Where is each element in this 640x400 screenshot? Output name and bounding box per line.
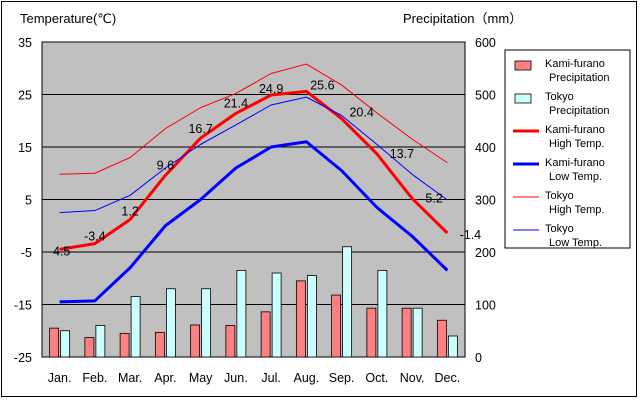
kami-furano-precipitation-bar bbox=[366, 307, 377, 358]
tokyo-precipitation-bar bbox=[165, 288, 176, 358]
kami-furano-precipitation-bar bbox=[260, 311, 271, 358]
tokyo-precipitation-bar bbox=[130, 296, 141, 358]
left-tick-label: -25 bbox=[14, 351, 32, 365]
kami-furano-precipitation-bar bbox=[190, 324, 201, 358]
tokyo-precipitation-bar bbox=[60, 330, 71, 358]
tokyo-precipitation-bar bbox=[342, 246, 353, 358]
high-temp-data-label: -1.4 bbox=[460, 228, 482, 242]
tokyo-high-temp-line bbox=[59, 63, 448, 175]
left-tick-label: 15 bbox=[18, 141, 32, 155]
legend-sublabel: Low Temp. bbox=[549, 171, 602, 183]
x-tick-label: May bbox=[189, 371, 213, 385]
legend-label: Kami-furano bbox=[545, 157, 605, 169]
legend-sublabel: Precipitation bbox=[549, 105, 610, 117]
high-temp-data-label: 16.7 bbox=[188, 122, 212, 136]
legend-label: Tokyo bbox=[545, 223, 574, 235]
tokyo-precipitation-bar bbox=[306, 275, 317, 358]
legend-label: Tokyo bbox=[545, 91, 574, 103]
high-temp-data-label: 20.4 bbox=[349, 106, 373, 120]
high-temp-data-label: 24.9 bbox=[259, 82, 283, 96]
tokyo-precipitation-bar bbox=[95, 325, 106, 358]
high-temp-data-label: 1.2 bbox=[121, 204, 138, 218]
kami-furano-precipitation-legend-swatch bbox=[514, 60, 532, 71]
left-tick-label: 25 bbox=[18, 89, 32, 103]
kami-furano-precipitation-bar bbox=[331, 294, 342, 358]
left-tick-label: -5 bbox=[21, 246, 32, 260]
right-tick-label: 400 bbox=[475, 141, 496, 155]
x-tick-label: Dec. bbox=[435, 371, 461, 385]
tokyo-precipitation-bar bbox=[271, 272, 282, 358]
plot-border bbox=[41, 41, 466, 358]
left-tick-label: -15 bbox=[14, 299, 32, 313]
high-temp-data-label: 13.7 bbox=[390, 147, 414, 161]
right-tick-label: 500 bbox=[475, 89, 496, 103]
tokyo-precipitation-bar bbox=[201, 288, 212, 358]
x-tick-label: Aug. bbox=[294, 371, 320, 385]
tokyo-precipitation-bar bbox=[412, 307, 423, 358]
kami-furano-precipitation-bar bbox=[295, 280, 306, 358]
tokyo-precipitation-bar bbox=[236, 269, 247, 358]
high-temp-data-label: 9.6 bbox=[157, 158, 174, 172]
x-tick-label: Apr. bbox=[154, 371, 176, 385]
left-tick-label: 35 bbox=[18, 36, 32, 50]
legend-sublabel: Precipitation bbox=[549, 72, 610, 84]
left-tick-label: 5 bbox=[25, 194, 32, 208]
legend-sublabel: Low Temp. bbox=[549, 237, 602, 249]
x-tick-label: Oct. bbox=[365, 371, 388, 385]
right-tick-label: 300 bbox=[475, 194, 496, 208]
kami-furano-precipitation-bar bbox=[436, 319, 447, 358]
left-axis-title: Temperature(℃) bbox=[20, 11, 116, 26]
kami-furano-precipitation-bar bbox=[119, 332, 130, 358]
high-temp-data-label: 5.2 bbox=[425, 191, 442, 205]
legend-label: Kami-furano bbox=[545, 58, 605, 70]
right-axis-title: Precipitation（mm） bbox=[403, 11, 522, 26]
tokyo-low-temp-line bbox=[59, 96, 448, 214]
kami-furano-precipitation-bar bbox=[154, 331, 165, 358]
right-tick-label: 100 bbox=[475, 299, 496, 313]
x-tick-label: Feb. bbox=[82, 371, 107, 385]
tokyo-precipitation-bar bbox=[377, 269, 388, 358]
kami-furano-precipitation-bar bbox=[49, 327, 60, 358]
legend-label: Tokyo bbox=[545, 190, 574, 202]
legend-label: Kami-furano bbox=[545, 124, 605, 136]
legend-sublabel: High Temp. bbox=[549, 138, 604, 150]
x-tick-label: Sep. bbox=[329, 371, 355, 385]
high-temp-data-label: 21.4 bbox=[224, 96, 248, 110]
kami-furano-precipitation-bar bbox=[225, 325, 236, 358]
kami-furano-high-temp-line bbox=[59, 89, 449, 251]
high-temp-data-label: -3.4 bbox=[84, 230, 106, 244]
right-tick-label: 0 bbox=[475, 351, 482, 365]
x-tick-label: Nov. bbox=[400, 371, 425, 385]
kami-furano-precipitation-bar bbox=[84, 337, 95, 358]
legend-sublabel: High Temp. bbox=[549, 204, 604, 216]
kami-furano-low-temp-line bbox=[59, 140, 449, 304]
right-tick-label: 600 bbox=[475, 36, 496, 50]
legend-box bbox=[504, 49, 631, 249]
x-tick-label: Jan. bbox=[48, 371, 72, 385]
tokyo-precipitation-bar bbox=[447, 335, 458, 358]
x-tick-label: Jun. bbox=[224, 371, 248, 385]
high-temp-data-label: 25.6 bbox=[310, 78, 334, 92]
tokyo-precipitation-legend-swatch bbox=[514, 93, 532, 104]
x-tick-label: Mar. bbox=[118, 371, 142, 385]
high-temp-data-label: -4.5 bbox=[49, 244, 71, 258]
right-tick-label: 200 bbox=[475, 246, 496, 260]
x-tick-label: Jul. bbox=[261, 371, 280, 385]
kami-furano-precipitation-bar bbox=[401, 307, 412, 358]
